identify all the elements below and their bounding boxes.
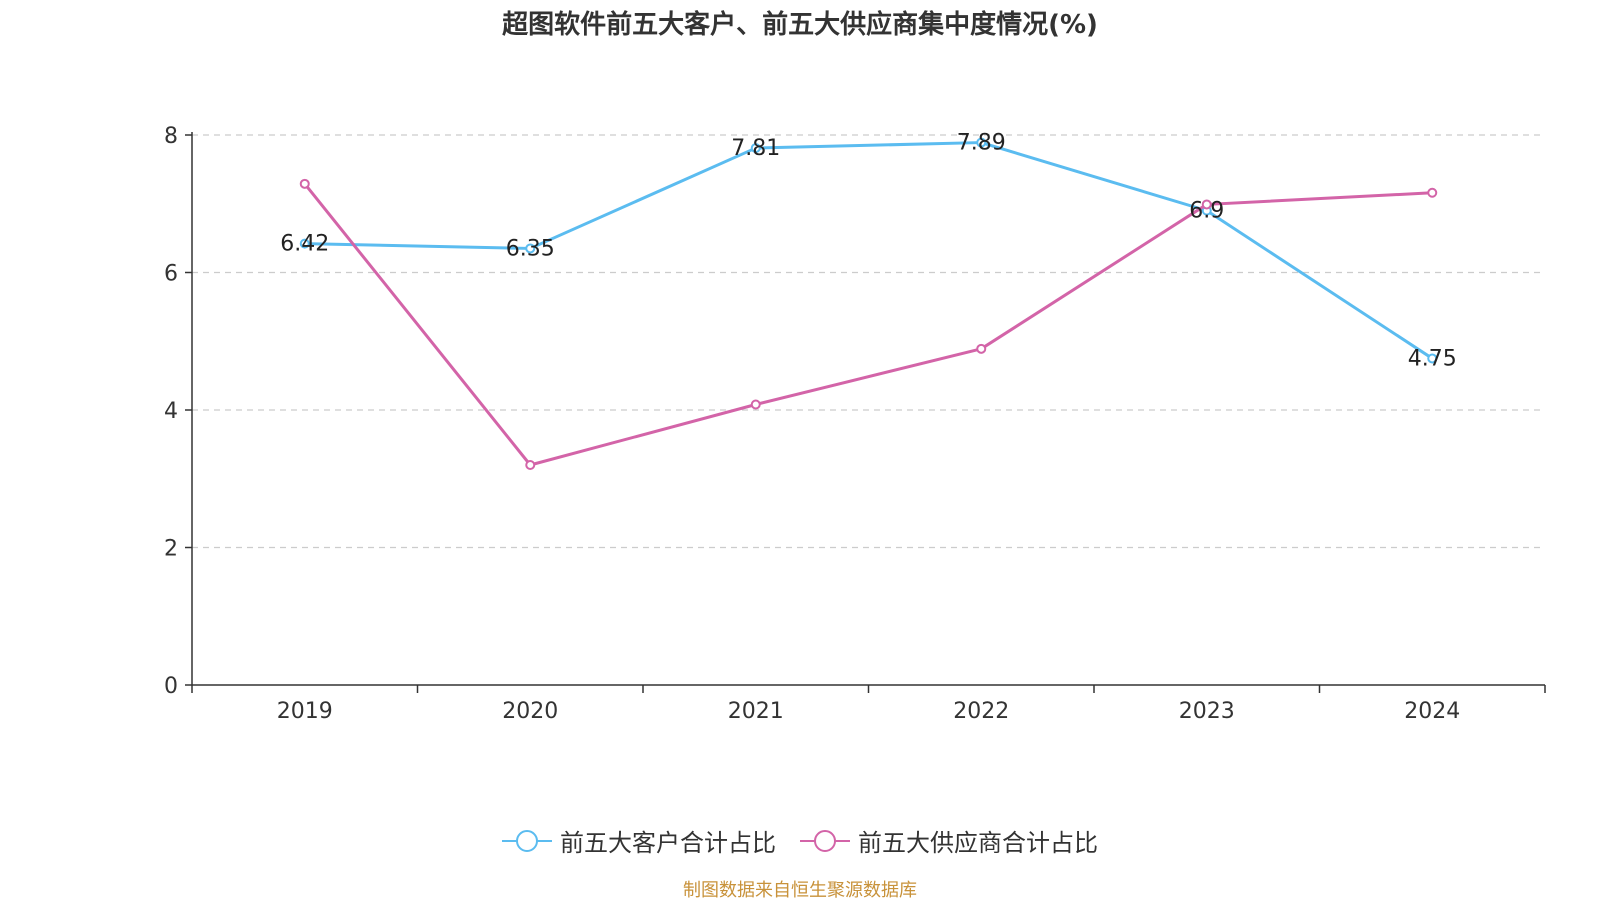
- y-tick-label: 2: [164, 537, 178, 562]
- data-point: [750, 399, 761, 410]
- legend-line-circle-icon: [502, 829, 552, 852]
- data-point: [299, 238, 310, 249]
- x-tick-label: 2024: [1404, 699, 1460, 724]
- series: [299, 137, 1438, 470]
- y-tick-label: 6: [164, 262, 178, 287]
- chart-title: 超图软件前五大客户、前五大供应商集中度情况(%): [502, 10, 1098, 40]
- x-tick-label: 2023: [1179, 699, 1235, 724]
- source-note: 制图数据来自恒生聚源数据库: [683, 880, 917, 901]
- legend-label-suppliers: 前五大供应商合计占比: [858, 829, 1098, 857]
- data-point: [1427, 187, 1438, 198]
- series-line-1: [303, 182, 1433, 467]
- legend: 前五大客户合计占比 前五大供应商合计占比: [0, 823, 1600, 858]
- data-point: [976, 343, 987, 354]
- data-point: [1201, 199, 1212, 210]
- data-label: 6.35: [506, 236, 555, 261]
- data-label: 6.42: [280, 232, 329, 257]
- data-label: 6.9: [1189, 199, 1224, 224]
- data-point: [525, 243, 536, 254]
- y-tick-label: 8: [164, 124, 178, 149]
- data-label: 4.75: [1408, 346, 1457, 371]
- data-point: [525, 460, 536, 470]
- data-label: 7.89: [957, 131, 1006, 156]
- grid-lines: [192, 134, 1545, 549]
- x-tick-label: 2019: [277, 699, 333, 724]
- legend-line-circle-icon: [800, 829, 850, 852]
- axes: 0 2 4 6 8 2019 2020 2021 2022 2023 2024: [164, 124, 1546, 724]
- y-tick-label: 4: [164, 399, 178, 424]
- legend-item-customers[interactable]: 前五大客户合计占比: [502, 823, 776, 858]
- series-line-0: [304, 141, 1434, 360]
- x-tick-label: 2022: [953, 699, 1009, 724]
- x-tick-label: 2021: [728, 699, 784, 724]
- data-label: 7.81: [731, 136, 780, 161]
- legend-item-suppliers[interactable]: 前五大供应商合计占比: [800, 823, 1098, 858]
- data-labels: 6.42 6.35 7.81 7.89 6.9 4.75: [280, 131, 1456, 372]
- data-point: [299, 178, 310, 189]
- legend-label-customers: 前五大客户合计占比: [560, 829, 776, 857]
- x-tick-label: 2020: [502, 699, 558, 724]
- data-point: [1427, 353, 1438, 364]
- data-point: [976, 137, 987, 148]
- y-tick-label: 0: [164, 674, 178, 699]
- data-point: [750, 143, 761, 154]
